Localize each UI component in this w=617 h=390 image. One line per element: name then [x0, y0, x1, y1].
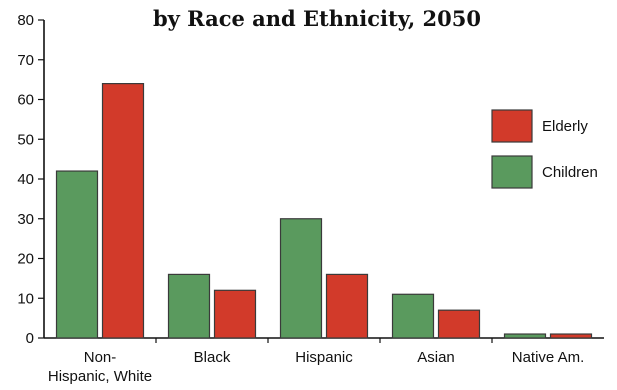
bar-children-4 [503, 333, 547, 339]
bar-children-3 [391, 293, 435, 339]
x-category-label: Black [194, 349, 231, 366]
bar-elderly-1 [213, 289, 257, 339]
x-category-label: Hispanic [295, 349, 353, 366]
legend-label-elderly: Elderly [542, 118, 588, 135]
bar-elderly-4 [549, 333, 593, 339]
y-tick-label: 30 [17, 211, 34, 228]
x-category-label: Native Am. [512, 349, 585, 366]
bar-children-0 [55, 170, 99, 339]
legend-swatch-children [491, 155, 533, 189]
y-tick-label: 60 [17, 92, 34, 109]
y-tick-label: 40 [17, 171, 34, 188]
bar-children-1 [167, 273, 211, 339]
chart-title: by Race and Ethnicity, 2050 [153, 6, 481, 31]
y-tick-label: 70 [17, 52, 34, 69]
x-category-label: Asian [417, 349, 455, 366]
y-tick-label: 50 [17, 131, 34, 148]
y-tick-label: 80 [17, 12, 34, 29]
x-category-label: Non- [84, 349, 117, 366]
y-tick-label: 0 [26, 330, 34, 347]
y-tick-label: 20 [17, 251, 34, 268]
x-category-label: Hispanic, White [48, 368, 152, 385]
bar-elderly-3 [437, 309, 481, 339]
legend-label-children: Children [542, 164, 598, 181]
bar-elderly-0 [101, 82, 145, 339]
bar-elderly-2 [325, 273, 369, 339]
bars [55, 82, 593, 339]
bar-children-2 [279, 218, 323, 339]
x-axis-labels: Non- Hispanic, White Black Hispanic Asian Nat… [48, 349, 584, 385]
legend-swatch-elderly [491, 109, 533, 143]
y-tick-label: 10 [17, 290, 34, 307]
legend: Elderly Children [491, 109, 598, 189]
